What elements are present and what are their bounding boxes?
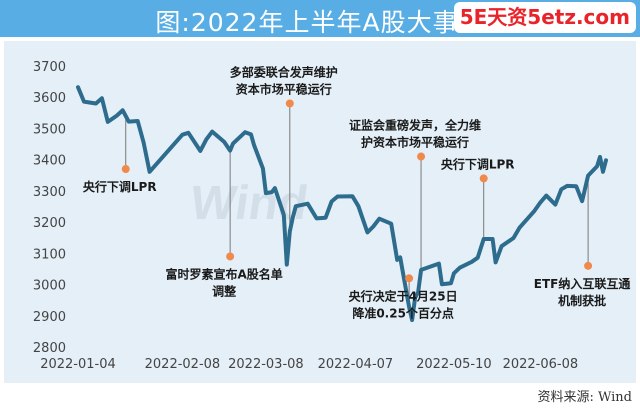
y-tick-label: 3100 xyxy=(33,247,66,262)
annotation-label: ETF纳入互联互通 xyxy=(534,276,631,291)
annotation-marker xyxy=(417,152,426,161)
x-axis: 2022-01-04 2022-02-08 2022-03-08 2022-04-07… xyxy=(40,357,578,372)
y-tick-label: 3200 xyxy=(33,216,66,231)
annotation-marker xyxy=(584,261,593,270)
y-tick-label: 3400 xyxy=(33,154,66,169)
y-tick-label: 2900 xyxy=(33,310,66,325)
chart-panel: Wind 2800 2900 3000 3100 3200 3300 3400 3500 360… xyxy=(4,41,636,383)
x-tick-label: 2022-05-10 xyxy=(416,357,492,372)
annotation-marker xyxy=(285,99,294,108)
chart-title: 图:2022年上半年A股大事记 xyxy=(155,8,485,37)
annotation-marker xyxy=(226,252,235,261)
annotation-label: 多部委联合发声维护 xyxy=(230,64,338,79)
series-line xyxy=(76,85,608,323)
y-tick-label: 2800 xyxy=(33,341,66,356)
y-tick-label: 3700 xyxy=(33,60,66,75)
line-chart: Wind 28002900300031003200330034003500360… xyxy=(33,60,631,372)
annotation-label: 央行决定于4月25日 xyxy=(349,288,458,303)
annotation-label: 调整 xyxy=(212,283,236,298)
source-note: 资料来源: Wind xyxy=(537,390,633,405)
y-tick-label: 3500 xyxy=(33,122,66,137)
annotation-label: 富时罗素宣布A股名单 xyxy=(165,266,282,281)
annotation-label: 机制获批 xyxy=(558,293,606,308)
annotation-label: 护资本市场平稳运行 xyxy=(361,135,469,150)
annotation-label: 央行下调LPR xyxy=(441,156,515,171)
annotation-leaders xyxy=(125,103,589,308)
annotation-marker xyxy=(405,274,414,283)
y-tick-label: 3600 xyxy=(33,91,66,106)
annotation-label: 证监会重磅发声，全力维 xyxy=(349,118,481,133)
title-bar: 图:2022年上半年A股大事记 5E天资5etz.com xyxy=(0,0,640,37)
x-tick-label: 2022-03-08 xyxy=(228,357,304,372)
y-tick-label: 3000 xyxy=(33,279,66,294)
annotation-label: 央行下调LPR xyxy=(83,179,157,194)
watermark-logo: 5E天资5etz.com xyxy=(453,2,636,33)
series-layer xyxy=(76,85,608,323)
y-tick-label: 3300 xyxy=(33,185,66,200)
annotation-label: 资本市场平稳运行 xyxy=(236,81,332,96)
x-tick-label: 2022-04-07 xyxy=(318,357,394,372)
annotation-marker xyxy=(121,165,130,174)
x-tick-label: 2022-01-04 xyxy=(40,357,116,372)
x-tick-label: 2022-06-08 xyxy=(503,357,579,372)
annotation-label: 降准0.25个百分点 xyxy=(352,305,454,320)
x-tick-label: 2022-02-08 xyxy=(145,357,221,372)
y-axis: 2800 2900 3000 3100 3200 3300 3400 3500 3600 3700 xyxy=(33,60,66,356)
annotation-markers xyxy=(121,99,593,283)
annotation-marker xyxy=(479,174,488,183)
